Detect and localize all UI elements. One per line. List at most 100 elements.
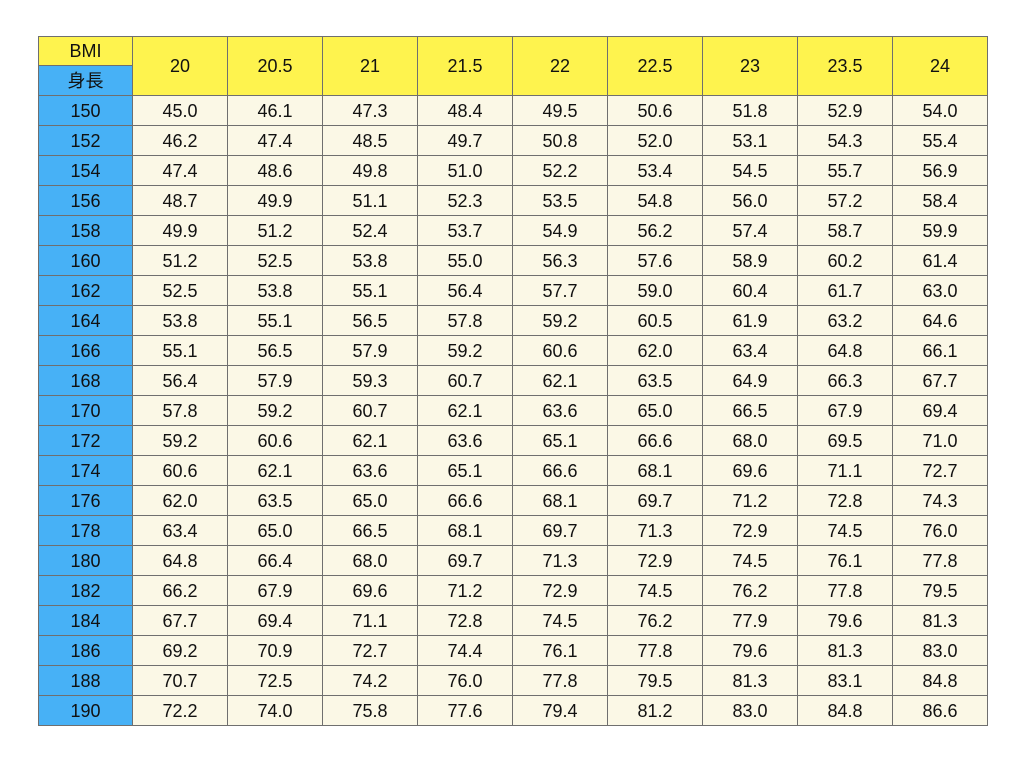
weight-cell: 59.2 <box>417 335 513 366</box>
weight-cell: 65.1 <box>417 455 513 486</box>
weight-cell: 61.4 <box>892 245 988 276</box>
weight-cell: 48.7 <box>132 185 228 216</box>
weight-cell: 64.6 <box>892 305 988 336</box>
table-row: 166 55.1 56.5 57.9 59.2 60.6 62.0 63.4 64.8 66.1 <box>38 335 988 366</box>
weight-cell: 66.2 <box>132 575 228 606</box>
weight-cell: 61.9 <box>702 305 798 336</box>
weight-cell: 66.5 <box>702 395 798 426</box>
weight-cell: 60.7 <box>417 365 513 396</box>
weight-cell: 60.2 <box>797 245 893 276</box>
weight-cell: 72.8 <box>417 605 513 636</box>
weight-cell: 65.0 <box>322 485 418 516</box>
weight-cell: 59.0 <box>607 275 703 306</box>
table-row: 156 48.7 49.9 51.1 52.3 53.5 54.8 56.0 57.2 58.4 <box>38 185 988 216</box>
weight-cell: 57.4 <box>702 215 798 246</box>
weight-cell: 72.2 <box>132 695 228 726</box>
weight-cell: 62.1 <box>227 455 323 486</box>
weight-cell: 62.0 <box>132 485 228 516</box>
weight-cell: 69.7 <box>417 545 513 576</box>
weight-cell: 69.2 <box>132 635 228 666</box>
weight-cell: 84.8 <box>797 695 893 726</box>
weight-cell: 62.1 <box>322 425 418 456</box>
weight-cell: 65.0 <box>607 395 703 426</box>
weight-cell: 67.7 <box>892 365 988 396</box>
weight-cell: 74.2 <box>322 665 418 696</box>
weight-cell: 65.1 <box>512 425 608 456</box>
height-row-header: 162 <box>38 275 133 306</box>
weight-cell: 57.7 <box>512 275 608 306</box>
weight-cell: 64.8 <box>797 335 893 366</box>
weight-cell: 67.9 <box>227 575 323 606</box>
weight-cell: 72.9 <box>607 545 703 576</box>
bmi-column-header: 23.5 <box>797 36 893 96</box>
weight-cell: 74.5 <box>702 545 798 576</box>
height-row-header: 172 <box>38 425 133 456</box>
weight-cell: 58.4 <box>892 185 988 216</box>
weight-cell: 56.0 <box>702 185 798 216</box>
weight-cell: 59.2 <box>227 395 323 426</box>
weight-cell: 56.4 <box>417 275 513 306</box>
height-row-header: 180 <box>38 545 133 576</box>
weight-cell: 56.9 <box>892 155 988 186</box>
weight-cell: 53.8 <box>322 245 418 276</box>
weight-cell: 71.2 <box>702 485 798 516</box>
weight-cell: 66.6 <box>417 485 513 516</box>
weight-cell: 54.8 <box>607 185 703 216</box>
weight-cell: 79.5 <box>892 575 988 606</box>
weight-cell: 52.5 <box>132 275 228 306</box>
table-row: 178 63.4 65.0 66.5 68.1 69.7 71.3 72.9 74.5 76.0 <box>38 515 988 546</box>
height-row-header: 150 <box>38 95 133 126</box>
table-body: 150 45.0 46.1 47.3 48.4 49.5 50.6 51.8 52.9 54.0 1… <box>38 95 988 726</box>
table-row: 160 51.2 52.5 53.8 55.0 56.3 57.6 58.9 60.2 61.4 <box>38 245 988 276</box>
weight-cell: 67.7 <box>132 605 228 636</box>
weight-cell: 68.1 <box>512 485 608 516</box>
weight-cell: 59.3 <box>322 365 418 396</box>
weight-cell: 68.1 <box>607 455 703 486</box>
weight-cell: 63.5 <box>607 365 703 396</box>
height-row-header: 152 <box>38 125 133 156</box>
weight-cell: 52.4 <box>322 215 418 246</box>
weight-cell: 66.4 <box>227 545 323 576</box>
weight-cell: 57.8 <box>132 395 228 426</box>
weight-cell: 53.7 <box>417 215 513 246</box>
weight-cell: 72.9 <box>512 575 608 606</box>
weight-cell: 77.8 <box>797 575 893 606</box>
header-row-bmi: BMI 20 20.5 21 21.5 22 22.5 23 23.5 24 <box>38 36 988 96</box>
weight-cell: 74.5 <box>797 515 893 546</box>
weight-cell: 63.4 <box>132 515 228 546</box>
weight-cell: 59.2 <box>512 305 608 336</box>
weight-cell: 71.1 <box>797 455 893 486</box>
weight-cell: 57.2 <box>797 185 893 216</box>
weight-cell: 77.8 <box>512 665 608 696</box>
weight-cell: 69.4 <box>892 395 988 426</box>
height-row-header: 178 <box>38 515 133 546</box>
height-row-header: 174 <box>38 455 133 486</box>
weight-cell: 64.9 <box>702 365 798 396</box>
height-row-header: 170 <box>38 395 133 426</box>
bmi-column-header: 22 <box>512 36 608 96</box>
table-row: 168 56.4 57.9 59.3 60.7 62.1 63.5 64.9 66.3 67.7 <box>38 365 988 396</box>
weight-cell: 55.1 <box>322 275 418 306</box>
weight-cell: 52.0 <box>607 125 703 156</box>
weight-cell: 65.0 <box>227 515 323 546</box>
weight-cell: 74.4 <box>417 635 513 666</box>
weight-cell: 63.6 <box>512 395 608 426</box>
bmi-column-header: 22.5 <box>607 36 703 96</box>
height-row-header: 176 <box>38 485 133 516</box>
weight-cell: 58.9 <box>702 245 798 276</box>
bmi-column-header: 24 <box>892 36 988 96</box>
weight-cell: 55.7 <box>797 155 893 186</box>
weight-cell: 62.0 <box>607 335 703 366</box>
weight-cell: 74.5 <box>512 605 608 636</box>
height-row-header: 156 <box>38 185 133 216</box>
table-row: 176 62.0 63.5 65.0 66.6 68.1 69.7 71.2 72.8 74.3 <box>38 485 988 516</box>
weight-cell: 71.1 <box>322 605 418 636</box>
weight-cell: 63.6 <box>322 455 418 486</box>
weight-cell: 75.8 <box>322 695 418 726</box>
bmi-column-header: 20 <box>132 36 228 96</box>
weight-cell: 63.5 <box>227 485 323 516</box>
weight-cell: 62.1 <box>417 395 513 426</box>
weight-cell: 56.2 <box>607 215 703 246</box>
weight-cell: 84.8 <box>892 665 988 696</box>
weight-cell: 52.9 <box>797 95 893 126</box>
